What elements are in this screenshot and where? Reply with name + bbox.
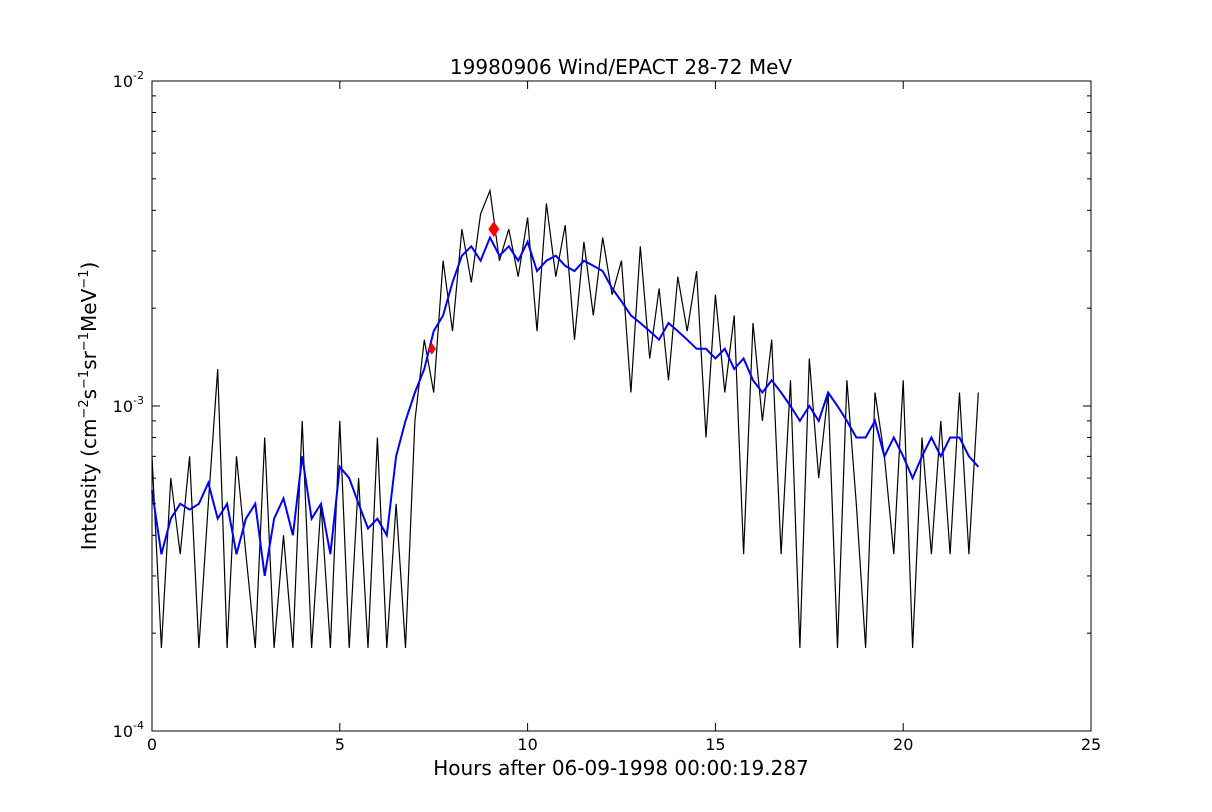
x-tick-label: 0 [147, 735, 157, 754]
x-axis-label: Hours after 06-09-1998 00:00:19.287 [433, 756, 809, 780]
data-layer [151, 188, 980, 649]
x-tick-label: 5 [335, 735, 345, 754]
marker-point [427, 342, 436, 355]
plot-frame [151, 80, 1092, 732]
x-tick-label: 15 [705, 735, 725, 754]
y-tick-label: 10-2 [113, 69, 144, 91]
y-tick-label: 10-3 [113, 394, 144, 416]
x-tick-label: 25 [1081, 735, 1101, 754]
y-tick-label: 10-4 [113, 719, 144, 741]
y-axis-label: Intensity (cm−2s−1sr−1MeV−1) [77, 262, 101, 551]
x-tick-label: 10 [517, 735, 537, 754]
series-line-raw [151, 188, 979, 649]
marker-point [488, 221, 500, 238]
series-line-smoothed [151, 235, 980, 577]
plot-area [152, 81, 1091, 731]
chart-title: 19980906 Wind/EPACT 28-72 MeV [450, 55, 792, 79]
ticks-layer: 0 5 10 15 20 25 10-4 10-3 10-2 [113, 69, 1102, 754]
x-tick-label: 20 [893, 735, 913, 754]
